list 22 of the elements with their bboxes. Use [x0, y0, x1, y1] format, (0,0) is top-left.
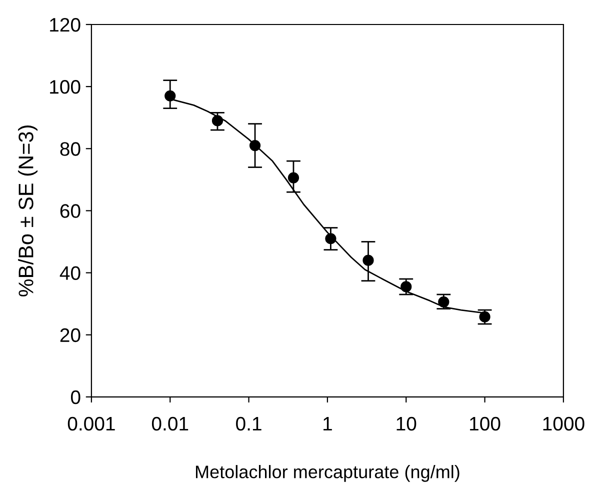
x-tick-label: 0.1 [236, 416, 262, 431]
point [400, 281, 412, 292]
x-tick-label: 0.001 [68, 416, 115, 431]
point [362, 254, 374, 266]
x-axis-title: Metolachlor mercapturate (ng/ml) [196, 465, 460, 482]
point [249, 140, 261, 152]
y-tick-label: 40 [60, 266, 80, 280]
x-tick-label: 0.01 [152, 416, 188, 431]
point [325, 233, 336, 244]
y-tick-label: 0 [70, 390, 80, 404]
y-tick-label: 20 [60, 328, 80, 342]
x-tick-label: 1 [324, 417, 332, 430]
x-tick-label: 100 [470, 416, 500, 431]
y-tick-label: 120 [50, 18, 80, 32]
x-tick-label: 1000 [543, 416, 584, 431]
x-tick-label: 10 [396, 416, 416, 431]
y-tick-label: 80 [60, 142, 80, 156]
y-tick-label: 60 [60, 204, 80, 218]
y-tick-label: 100 [50, 80, 80, 94]
point [288, 172, 300, 184]
point [212, 115, 224, 126]
y-axis-title: %B/Bo ± SE (N=3) [18, 126, 38, 296]
